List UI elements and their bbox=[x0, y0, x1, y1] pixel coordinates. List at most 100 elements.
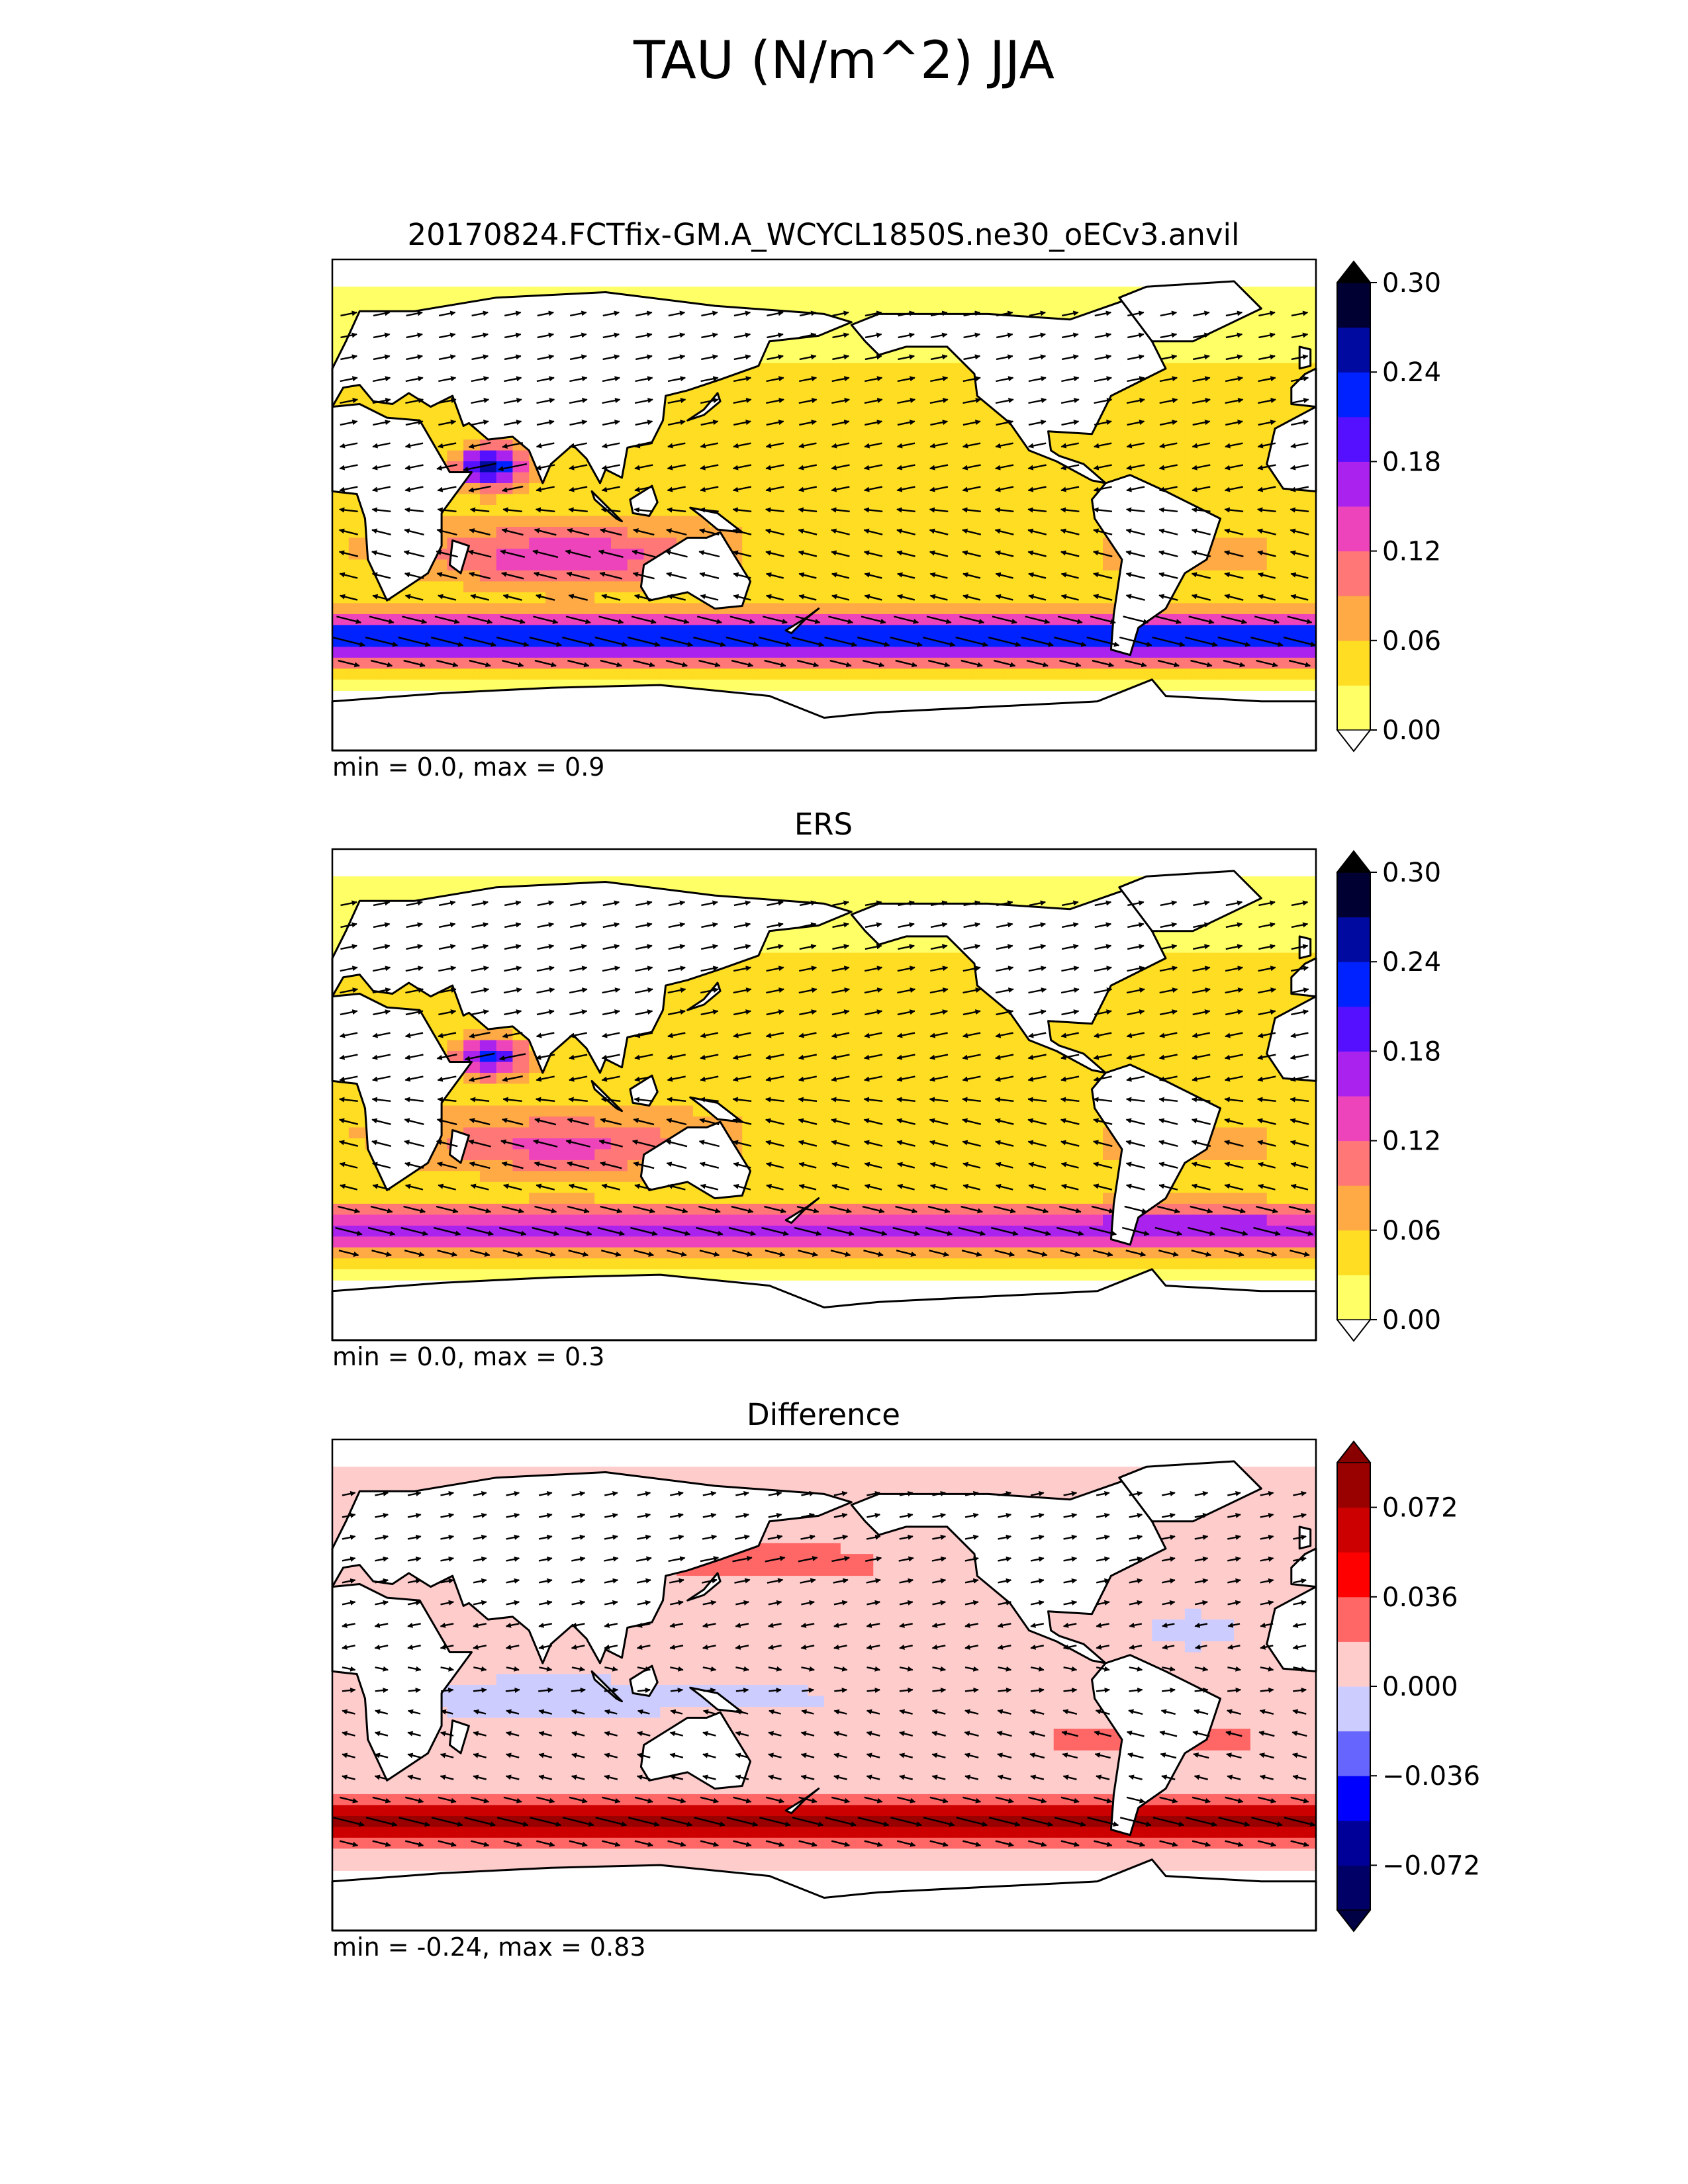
field-cell bbox=[709, 439, 726, 451]
field-cell bbox=[643, 1040, 661, 1052]
field-cell bbox=[840, 439, 858, 451]
colorbar-tick-label: 0.00 bbox=[1382, 715, 1441, 746]
field-cell bbox=[348, 1269, 366, 1281]
field-cell bbox=[1234, 559, 1251, 571]
field-cell bbox=[1234, 1083, 1251, 1095]
field-cell bbox=[1266, 1149, 1284, 1161]
field-cell bbox=[742, 625, 759, 637]
field-cell bbox=[1053, 559, 1071, 571]
field-cell bbox=[709, 1062, 726, 1073]
field-cell bbox=[857, 472, 874, 484]
field-cell bbox=[1086, 1193, 1103, 1205]
field-cell bbox=[414, 603, 432, 615]
field-cell bbox=[1234, 1018, 1251, 1030]
field-cell bbox=[381, 1236, 399, 1248]
field-cell bbox=[890, 428, 907, 440]
field-cell bbox=[1135, 1258, 1152, 1270]
field-cell bbox=[1152, 450, 1169, 462]
field-cell bbox=[611, 494, 628, 506]
field-cell bbox=[873, 1083, 890, 1095]
field-cell bbox=[1201, 952, 1218, 964]
field-cell bbox=[1250, 1258, 1268, 1270]
field-cell bbox=[774, 679, 792, 691]
field-cell bbox=[922, 363, 939, 375]
field-cell bbox=[561, 450, 579, 462]
field-cell bbox=[1103, 679, 1120, 691]
field-cell bbox=[840, 516, 858, 527]
field-cell bbox=[1283, 516, 1300, 527]
field-cell bbox=[922, 385, 939, 396]
field-cell bbox=[971, 1193, 989, 1205]
field-cell bbox=[1250, 1236, 1268, 1248]
field-cell bbox=[971, 428, 989, 440]
field-cell bbox=[1168, 363, 1186, 375]
field-cell bbox=[578, 472, 595, 484]
field-cell bbox=[922, 1193, 939, 1205]
field-cell bbox=[955, 679, 972, 691]
field-cell bbox=[955, 494, 972, 506]
field-cell bbox=[955, 559, 972, 571]
field-cell bbox=[430, 625, 447, 637]
field-cell bbox=[365, 1258, 382, 1270]
field-cell bbox=[578, 537, 595, 549]
field-cell bbox=[890, 1062, 907, 1073]
field-cell bbox=[1184, 1236, 1202, 1248]
field-cell bbox=[1234, 527, 1251, 539]
field-cell bbox=[1168, 1214, 1186, 1226]
field-cell bbox=[1283, 603, 1300, 615]
field-cell bbox=[939, 679, 956, 691]
field-cell bbox=[824, 516, 841, 527]
field-cell bbox=[677, 876, 694, 888]
field-cell bbox=[512, 527, 530, 539]
field-cell bbox=[758, 1040, 776, 1052]
field-cell bbox=[971, 679, 989, 691]
field-cell bbox=[726, 1269, 743, 1281]
field-cell bbox=[824, 406, 841, 418]
field-cell bbox=[1283, 1214, 1300, 1226]
field-cell bbox=[988, 297, 1006, 309]
field-cell bbox=[873, 679, 890, 691]
field-cell bbox=[840, 537, 858, 549]
field-cell bbox=[414, 625, 432, 637]
field-cell bbox=[791, 1105, 808, 1117]
field-cell bbox=[791, 1269, 808, 1281]
field-cell bbox=[890, 1127, 907, 1139]
field-cell bbox=[1004, 287, 1021, 298]
field-cell bbox=[1250, 1193, 1268, 1205]
field-cell bbox=[1266, 559, 1284, 571]
field-cell bbox=[758, 1171, 776, 1183]
field-cell bbox=[627, 472, 645, 484]
field-cell bbox=[1283, 952, 1300, 964]
field-cell bbox=[1070, 1269, 1087, 1281]
field-cell bbox=[1053, 516, 1071, 527]
field-cell bbox=[890, 952, 907, 964]
colorbar-tick-label: 0.30 bbox=[1382, 268, 1441, 298]
field-cell bbox=[742, 876, 759, 888]
field-cell bbox=[906, 996, 923, 1008]
field-cell bbox=[1070, 527, 1087, 539]
field-cell bbox=[1250, 537, 1268, 549]
field-cell bbox=[1070, 1171, 1087, 1183]
field-cell bbox=[840, 461, 858, 473]
field-cell bbox=[1152, 647, 1169, 659]
field-cell bbox=[824, 1018, 841, 1030]
field-cell bbox=[365, 297, 382, 309]
field-cell bbox=[1266, 974, 1284, 986]
field-cell bbox=[545, 581, 563, 593]
field-cell bbox=[1184, 679, 1202, 691]
field-cell bbox=[988, 1018, 1006, 1030]
field-cell bbox=[381, 1214, 399, 1226]
field-cell bbox=[971, 668, 989, 680]
field-cell bbox=[496, 450, 514, 462]
field-cell bbox=[348, 668, 366, 680]
field-cell bbox=[988, 1062, 1006, 1073]
field-cell bbox=[365, 603, 382, 615]
field-cell bbox=[988, 647, 1006, 659]
field-cell bbox=[447, 625, 464, 637]
field-cell bbox=[791, 418, 808, 430]
field-cell bbox=[726, 472, 743, 484]
field-cell bbox=[1070, 450, 1087, 462]
field-cell bbox=[758, 494, 776, 506]
field-cell bbox=[988, 679, 1006, 691]
field-cell bbox=[332, 647, 350, 659]
